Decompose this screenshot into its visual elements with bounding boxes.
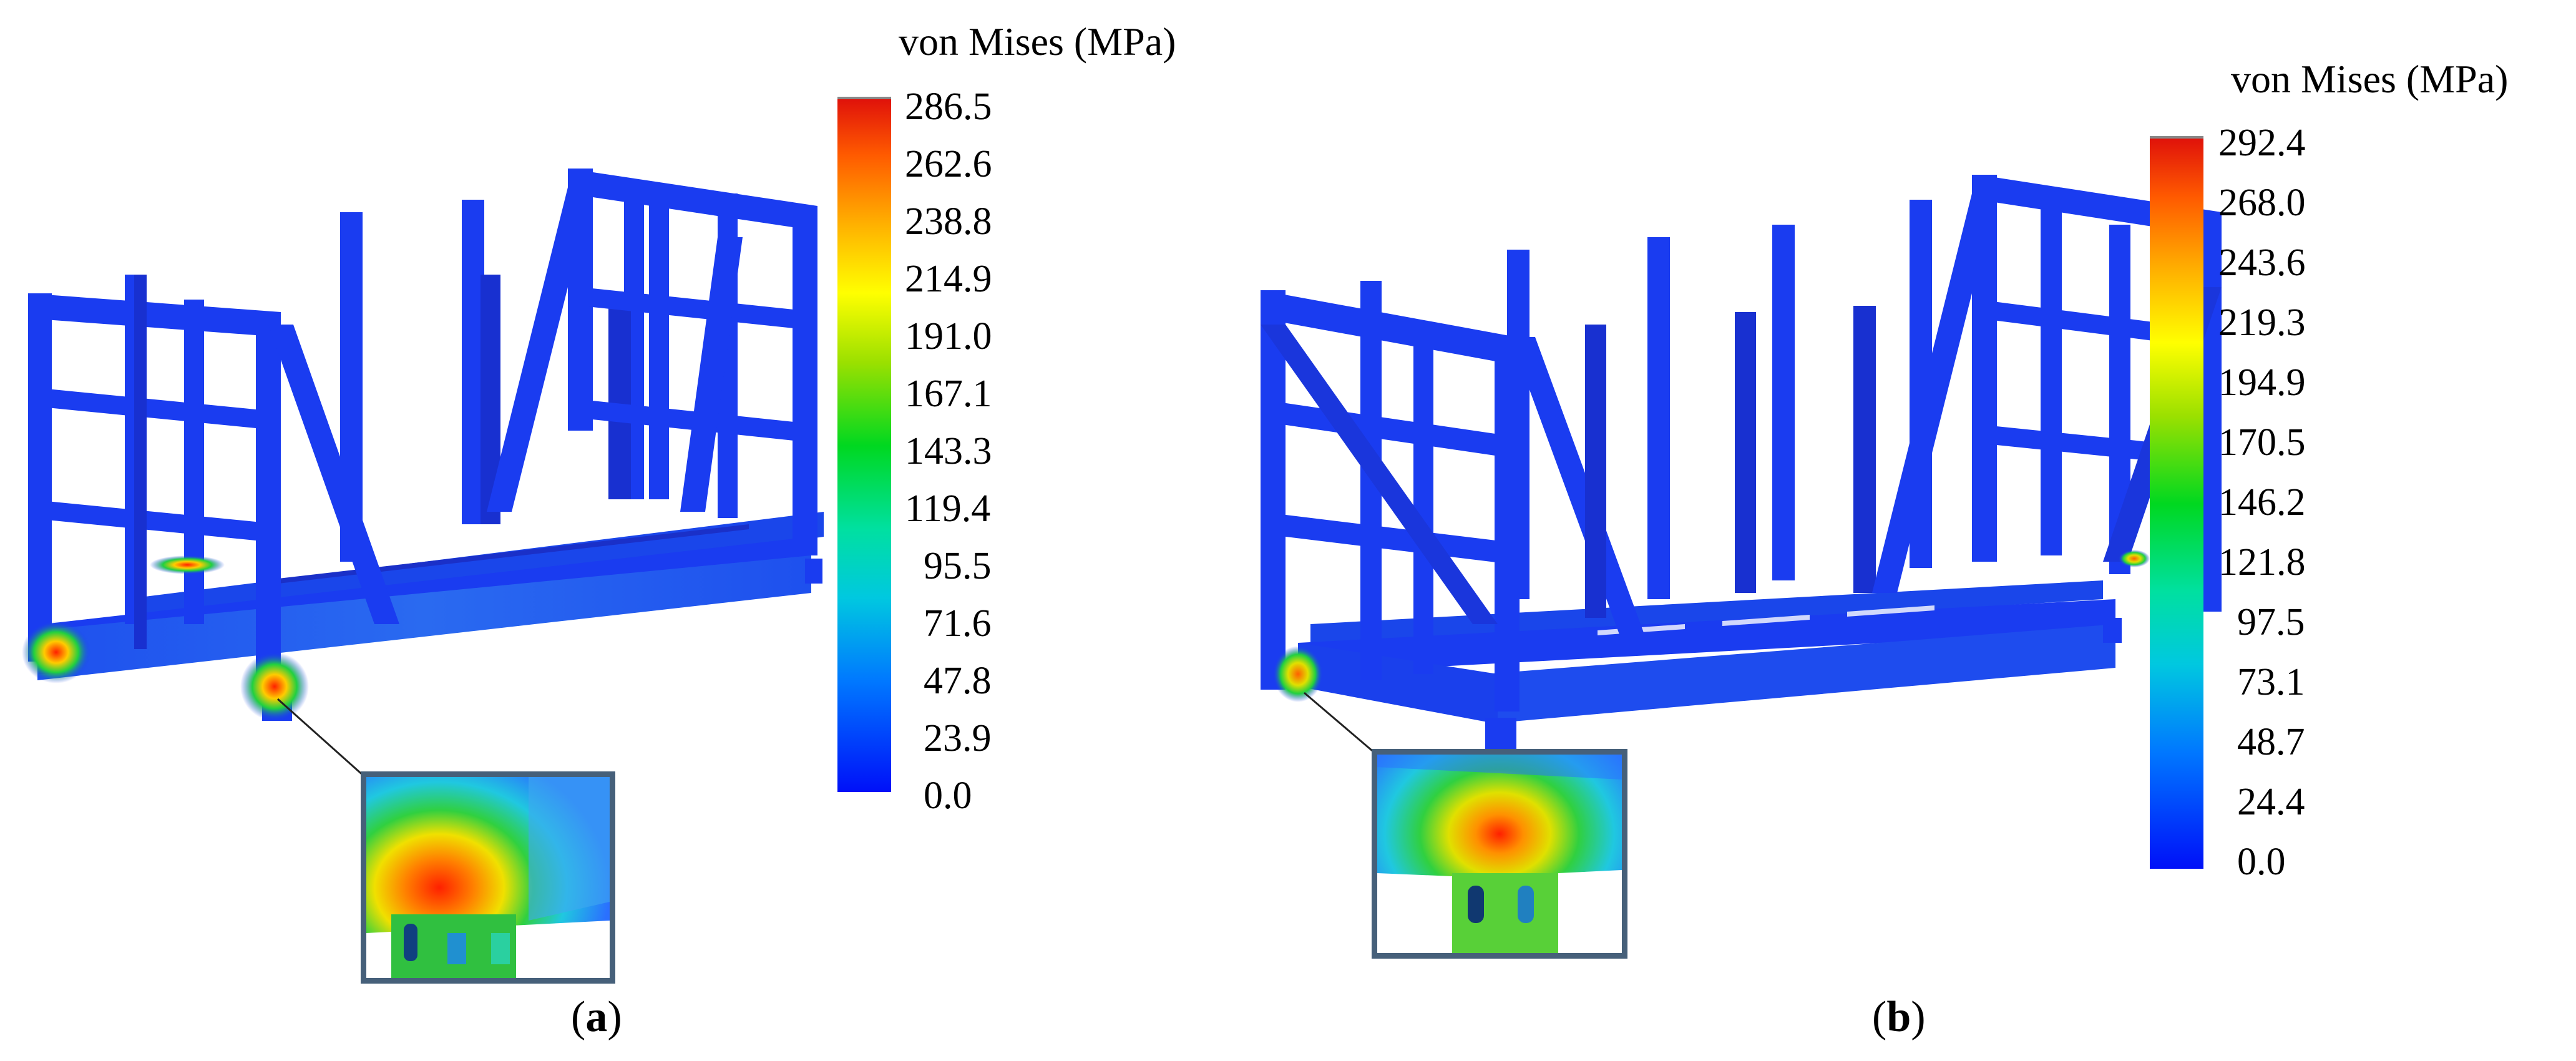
zoom-inset-b-image [1377, 755, 1622, 953]
caption-b: (b) [1872, 992, 1926, 1042]
tick-label: 119.4 [905, 487, 991, 530]
caption-a: (a) [571, 992, 622, 1042]
tick-label: 146.2 [2218, 481, 2306, 524]
caption-close: ) [607, 993, 622, 1041]
tick-label: 262.6 [905, 143, 992, 185]
caption-close: ) [1911, 993, 1926, 1041]
rack-frame-a [28, 169, 824, 721]
tick-label: 214.9 [905, 258, 992, 300]
tick-label: 48.7 [2237, 721, 2305, 763]
tick-label: 194.9 [2218, 361, 2306, 404]
tick-label: 219.3 [2218, 301, 2306, 344]
caption-letter: b [1886, 993, 1911, 1041]
hotspot-front-foot [240, 652, 309, 721]
zoom-inset-a-image [366, 777, 610, 978]
rack-frame-b [1261, 175, 2222, 755]
zoom-inset-b [1372, 749, 1627, 959]
caption-open: ( [1872, 993, 1887, 1041]
tick-label: 73.1 [2237, 661, 2305, 703]
tick-label: 167.1 [905, 373, 992, 415]
tick-label: 0.0 [924, 775, 972, 817]
legend-title-a: von Mises (MPa) [899, 19, 1176, 64]
zoom-inset-a [361, 771, 615, 984]
inset-leader-line [1304, 692, 1377, 755]
tick-label: 97.5 [2237, 601, 2305, 643]
tick-label: 121.8 [2218, 541, 2306, 584]
tick-label: 0.0 [2237, 841, 2286, 883]
legend-title-b: von Mises (MPa) [2231, 57, 2509, 101]
hotspot-deck [150, 555, 225, 574]
tick-label: 24.4 [2237, 781, 2305, 823]
tick-label: 143.3 [905, 430, 992, 472]
tick-label: 243.6 [2218, 242, 2306, 284]
inset-leader-line [277, 698, 366, 778]
tick-label: 23.9 [924, 717, 992, 760]
tick-label: 47.8 [924, 660, 992, 702]
tick-label: 268.0 [2218, 182, 2306, 224]
hotspot-left-foot [1273, 646, 1323, 702]
caption-letter: a [585, 993, 608, 1041]
caption-open: ( [571, 993, 586, 1041]
tick-label: 191.0 [905, 315, 992, 358]
rack-model-a [22, 169, 824, 778]
tick-label: 71.6 [924, 602, 992, 645]
tick-label: 238.8 [905, 200, 992, 243]
colorbar-b [2150, 136, 2203, 869]
hotspot-right-frame [2119, 550, 2150, 567]
panel-a: von Mises (MPa) 286.5 262.6 238.8 214.9 … [22, 19, 1176, 1042]
panel-b: von Mises (MPa) 292.4 268.0 243.6 219.3 … [1248, 0, 2576, 1061]
hotspot-left-foot [22, 621, 90, 683]
colorbar-a [837, 97, 891, 792]
tick-label: 292.4 [2218, 122, 2306, 164]
tick-label: 286.5 [905, 86, 992, 128]
tick-label: 95.5 [924, 545, 992, 587]
tick-label: 170.5 [2218, 421, 2306, 464]
